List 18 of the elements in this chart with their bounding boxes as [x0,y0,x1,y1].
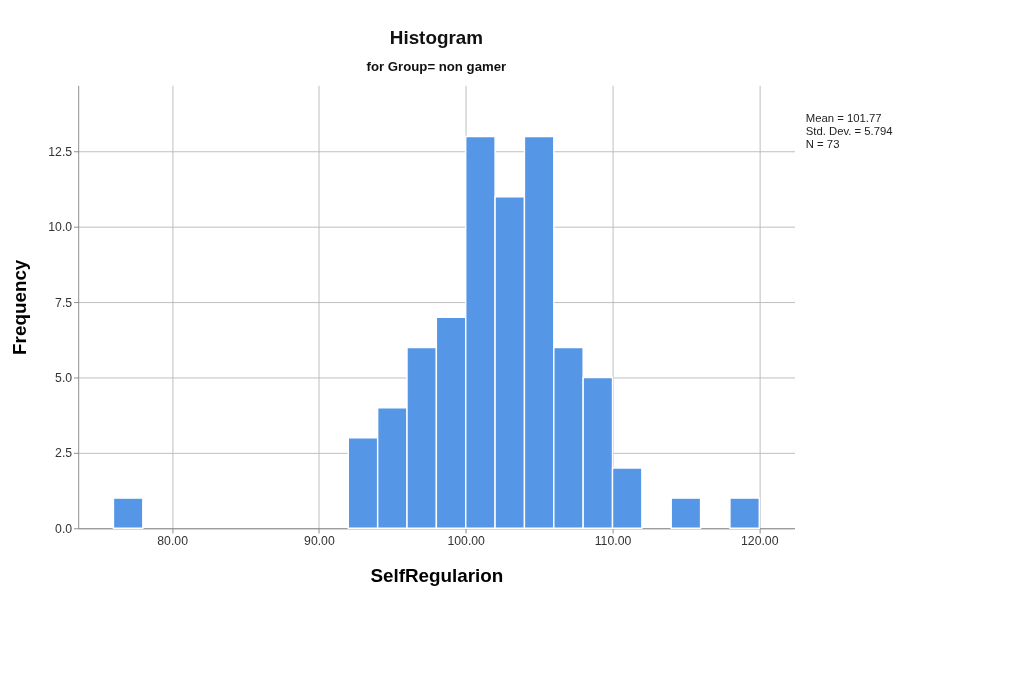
y-tick-label: 5.0 [55,370,73,385]
y-tick-label: 7.5 [55,295,73,310]
x-tick-label: 110.00 [594,533,632,548]
y-axis-title: Frequency [8,259,30,355]
chart-subtitle: for Group= non gamer [366,59,507,75]
x-axis-title: SelfRegularion [370,564,504,586]
x-tick-label: 90.00 [304,533,335,548]
chart-title: Histogram [389,26,483,48]
x-tick-label: 80.00 [157,533,189,548]
y-tick-label: 0.0 [55,521,73,536]
y-tick-label: 2.5 [55,446,73,461]
text: Mean = 101.77 [805,112,882,125]
text: N = 73 [805,138,840,151]
x-tick-label: 120.00 [741,533,779,548]
y-tick-label: 10.0 [48,220,73,235]
x-tick-label: 100.00 [447,533,486,548]
text: Std. Dev. = 5.794 [805,125,893,138]
y-tick-label: 12.5 [48,144,73,159]
